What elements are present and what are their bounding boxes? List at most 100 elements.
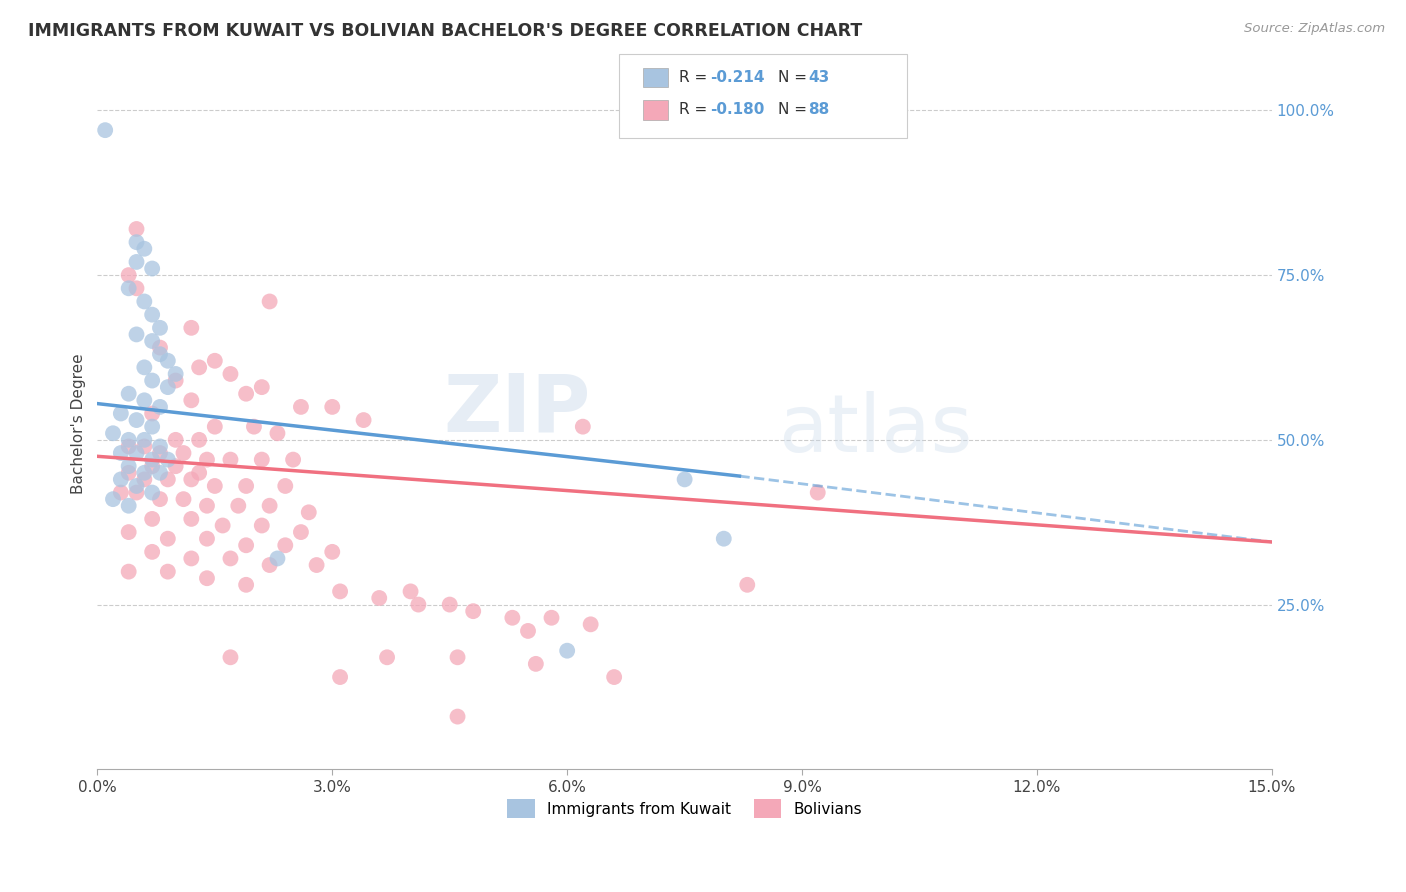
Point bbox=[141, 452, 163, 467]
Point bbox=[118, 459, 141, 474]
Point bbox=[298, 505, 321, 519]
Point bbox=[501, 611, 523, 625]
Text: atlas: atlas bbox=[779, 392, 973, 469]
Text: 43: 43 bbox=[808, 70, 830, 85]
Point bbox=[329, 670, 352, 684]
Point bbox=[321, 400, 343, 414]
Point bbox=[235, 538, 257, 552]
Point bbox=[149, 439, 172, 453]
Point bbox=[259, 558, 281, 572]
Point bbox=[243, 419, 266, 434]
Point bbox=[195, 452, 218, 467]
Point bbox=[149, 400, 172, 414]
Point bbox=[250, 518, 273, 533]
Point bbox=[266, 426, 288, 441]
Point bbox=[118, 466, 141, 480]
Point bbox=[353, 413, 375, 427]
Point bbox=[180, 512, 202, 526]
Point bbox=[125, 446, 148, 460]
Point bbox=[118, 565, 141, 579]
Point bbox=[235, 479, 257, 493]
Point bbox=[125, 222, 148, 236]
Point bbox=[250, 380, 273, 394]
Point bbox=[165, 374, 187, 388]
Point bbox=[173, 492, 195, 507]
Point bbox=[173, 446, 195, 460]
Point bbox=[219, 551, 242, 566]
Point bbox=[195, 571, 218, 585]
Point bbox=[446, 650, 468, 665]
Point bbox=[125, 327, 148, 342]
Point bbox=[274, 538, 297, 552]
Point bbox=[101, 426, 124, 441]
Point bbox=[180, 393, 202, 408]
Point bbox=[579, 617, 602, 632]
Point bbox=[118, 433, 141, 447]
Text: IMMIGRANTS FROM KUWAIT VS BOLIVIAN BACHELOR'S DEGREE CORRELATION CHART: IMMIGRANTS FROM KUWAIT VS BOLIVIAN BACHE… bbox=[28, 22, 862, 40]
Point bbox=[125, 281, 148, 295]
Point bbox=[180, 551, 202, 566]
Point bbox=[118, 281, 141, 295]
Point bbox=[94, 123, 117, 137]
Point bbox=[188, 466, 211, 480]
Point bbox=[204, 419, 226, 434]
Point bbox=[149, 321, 172, 335]
Point bbox=[156, 565, 179, 579]
Point bbox=[321, 545, 343, 559]
Point bbox=[250, 452, 273, 467]
Point bbox=[101, 492, 124, 507]
Point bbox=[149, 492, 172, 507]
Point bbox=[463, 604, 485, 618]
Point bbox=[118, 439, 141, 453]
Point bbox=[156, 532, 179, 546]
Point bbox=[134, 433, 156, 447]
Point bbox=[305, 558, 328, 572]
Point bbox=[408, 598, 430, 612]
Point bbox=[603, 670, 626, 684]
Point bbox=[165, 459, 187, 474]
Point bbox=[266, 551, 288, 566]
Point bbox=[180, 472, 202, 486]
Point bbox=[118, 268, 141, 282]
Point bbox=[125, 235, 148, 249]
Point bbox=[134, 242, 156, 256]
Point bbox=[188, 433, 211, 447]
Point bbox=[211, 518, 233, 533]
Point bbox=[572, 419, 595, 434]
Point bbox=[125, 255, 148, 269]
Point bbox=[125, 479, 148, 493]
Point bbox=[149, 341, 172, 355]
Point bbox=[219, 650, 242, 665]
Point bbox=[110, 407, 132, 421]
Point bbox=[165, 367, 187, 381]
Point bbox=[188, 360, 211, 375]
Point bbox=[195, 499, 218, 513]
Point bbox=[540, 611, 562, 625]
Point bbox=[141, 374, 163, 388]
Point bbox=[134, 393, 156, 408]
Point bbox=[141, 419, 163, 434]
Point bbox=[399, 584, 422, 599]
Point bbox=[524, 657, 547, 671]
Point bbox=[673, 472, 696, 486]
Point bbox=[134, 472, 156, 486]
Point bbox=[165, 433, 187, 447]
Y-axis label: Bachelor's Degree: Bachelor's Degree bbox=[72, 353, 86, 493]
Point bbox=[125, 485, 148, 500]
Point bbox=[141, 545, 163, 559]
Point bbox=[290, 400, 312, 414]
Point bbox=[807, 485, 830, 500]
Point bbox=[259, 294, 281, 309]
Point bbox=[439, 598, 461, 612]
Point bbox=[713, 532, 735, 546]
Point bbox=[118, 499, 141, 513]
Point bbox=[368, 591, 391, 605]
Point bbox=[735, 578, 758, 592]
Point bbox=[219, 452, 242, 467]
Point bbox=[329, 584, 352, 599]
Point bbox=[274, 479, 297, 493]
Point bbox=[156, 353, 179, 368]
Point bbox=[149, 466, 172, 480]
Point bbox=[141, 407, 163, 421]
Point bbox=[235, 578, 257, 592]
